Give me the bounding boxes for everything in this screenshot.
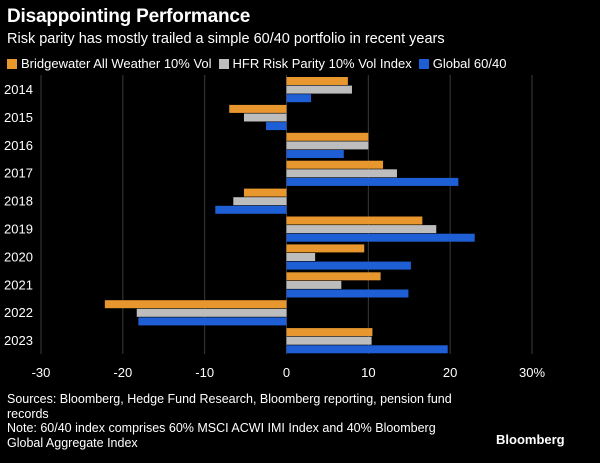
chart-title: Disappointing Performance <box>7 6 251 27</box>
bar <box>215 205 287 214</box>
category-label: 2016 <box>4 138 33 153</box>
x-tick-label: 10 <box>361 365 375 380</box>
bar <box>286 150 344 158</box>
category-label: 2015 <box>4 110 33 125</box>
bar <box>286 336 372 345</box>
bar <box>243 188 287 197</box>
category-label: 2019 <box>4 221 33 236</box>
bar <box>286 233 475 242</box>
bar <box>138 317 287 326</box>
category-label: 2014 <box>4 82 33 97</box>
bar <box>286 94 312 103</box>
x-tick-label: -30 <box>32 365 51 380</box>
bar <box>136 308 287 317</box>
category-label: 2020 <box>4 249 33 264</box>
bar <box>233 197 287 206</box>
legend-label: Global 60/40 <box>432 56 507 71</box>
bar <box>286 253 316 261</box>
bar <box>243 113 287 122</box>
category-label: 2017 <box>4 166 33 181</box>
bar <box>286 345 448 354</box>
category-label: 2022 <box>4 305 33 320</box>
legend-label: Bridgewater All Weather 10% Vol <box>21 56 212 71</box>
legend-item-1: HFR Risk Parity 10% Vol Index <box>218 56 412 71</box>
legend-swatch <box>418 58 429 69</box>
bloomberg-logo: Bloomberg <box>496 432 565 447</box>
x-tick-label: -20 <box>113 365 132 380</box>
bar <box>286 177 459 186</box>
bar <box>286 132 369 141</box>
bar <box>286 141 369 150</box>
chart-legend: Bridgewater All Weather 10% Vol HFR Risk … <box>7 56 513 71</box>
bar <box>229 104 287 113</box>
category-label: 2023 <box>4 333 33 348</box>
bar <box>286 272 381 281</box>
bar <box>286 225 437 234</box>
legend-item-2: Global 60/40 <box>418 56 507 71</box>
bar <box>266 122 287 131</box>
x-tick-label: 0 <box>283 365 290 380</box>
x-tick-label: 20 <box>443 365 457 380</box>
sources-note: Sources: Bloomberg, Hedge Fund Research,… <box>7 392 452 421</box>
bar <box>286 289 409 298</box>
bar <box>286 169 397 178</box>
chart-footer: Sources: Bloomberg, Hedge Fund Research,… <box>7 392 457 450</box>
index-note: Note: 60/40 index comprises 60% MSCI ACW… <box>7 421 436 450</box>
bar <box>286 216 423 225</box>
bar <box>104 300 287 309</box>
bar <box>286 261 411 270</box>
x-tick-label: 30% <box>519 365 545 380</box>
bar <box>286 328 373 337</box>
bar <box>286 280 342 289</box>
bar <box>286 85 352 94</box>
category-label: 2018 <box>4 194 33 209</box>
category-label: 2021 <box>4 277 33 292</box>
legend-item-0: Bridgewater All Weather 10% Vol <box>7 56 212 71</box>
bar <box>286 77 348 85</box>
bar <box>286 244 365 253</box>
legend-label: HFR Risk Parity 10% Vol Index <box>232 56 412 71</box>
x-tick-label: -10 <box>195 365 214 380</box>
chart-subtitle: Risk parity has mostly trailed a simple … <box>7 31 445 47</box>
legend-swatch <box>218 58 229 69</box>
legend-swatch <box>7 58 17 69</box>
bar <box>286 160 384 169</box>
